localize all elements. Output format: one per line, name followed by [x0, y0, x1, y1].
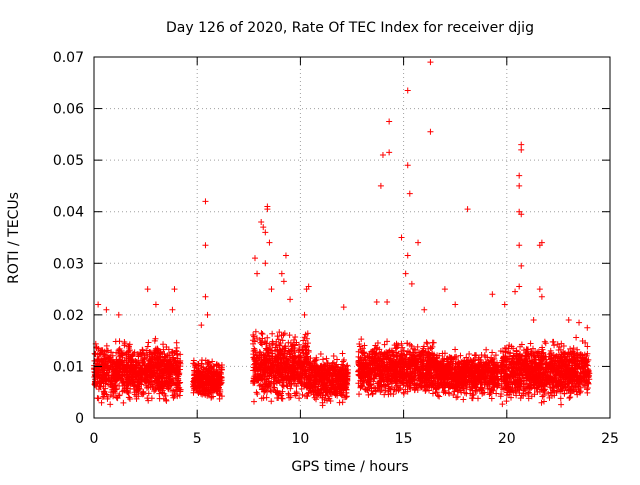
chart-background [0, 0, 640, 480]
